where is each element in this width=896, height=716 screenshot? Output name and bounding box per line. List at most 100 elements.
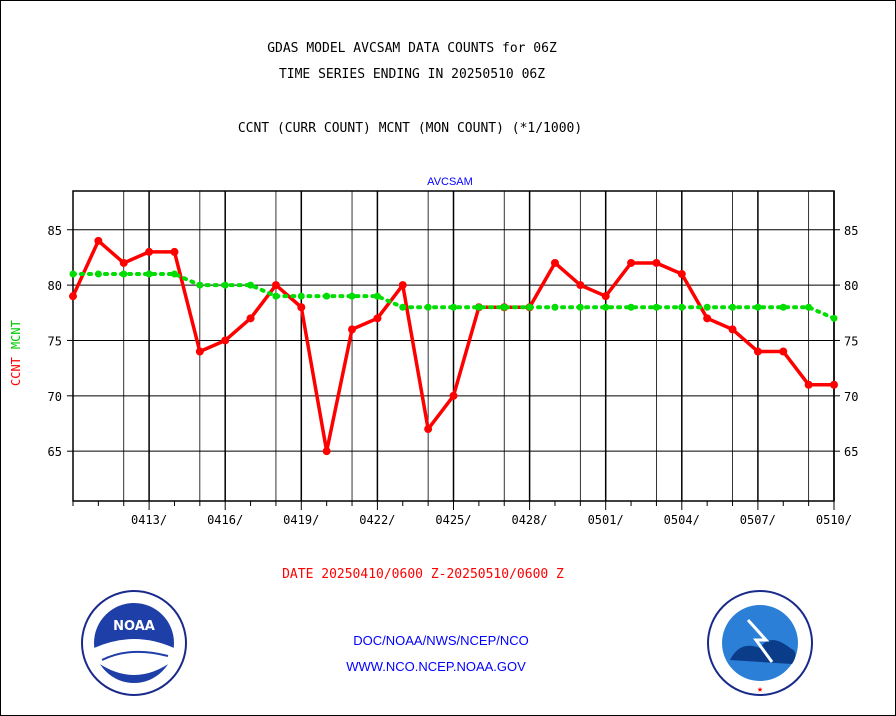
plot-title: AVCSAM [427,176,473,188]
data-point-ccnt [373,314,382,323]
data-point-ccnt [271,281,280,290]
data-point-mcnt [120,270,128,278]
y-tick-label-right: 70 [844,390,858,404]
x-tick-label: 0504/ [664,513,700,527]
x-tick-label: 0413/ [131,513,167,527]
y-axis-label-mcnt: MCNT [9,320,23,349]
y-axis-label-ccnt: CCNT [9,357,23,386]
y-tick-label-left: 85 [48,224,62,238]
x-tick-label: 0422/ [359,513,395,527]
data-point-mcnt [602,303,610,311]
data-point-mcnt [450,303,457,311]
data-point-ccnt [69,292,77,301]
y-tick-label-left: 75 [48,334,62,348]
data-point-mcnt [805,303,813,311]
data-point-mcnt [754,303,762,311]
data-point-ccnt [297,303,306,312]
data-point-ccnt [550,258,559,267]
data-point-ccnt [576,281,585,290]
data-point-mcnt [475,303,483,311]
series-ccnt [69,236,838,456]
x-tick-label: 0419/ [283,513,319,527]
data-point-mcnt [399,303,407,311]
data-point-mcnt [196,281,204,289]
data-point-mcnt [145,270,153,278]
data-point-ccnt [830,380,838,389]
data-point-ccnt [627,258,636,267]
data-point-mcnt [424,303,432,311]
data-point-ccnt [94,236,103,245]
series-layer [69,236,838,456]
data-point-mcnt [348,292,356,300]
data-point-ccnt [322,447,331,456]
data-point-mcnt [170,270,178,278]
data-point-mcnt [551,303,559,311]
axes-layer: 65 65 70 70 75 75 80 80 85 85 0413/0416/0419/0422/… [48,190,858,527]
data-point-ccnt [119,258,128,267]
data-point-ccnt [779,347,788,356]
y-tick-label-right: 65 [844,445,858,459]
data-point-ccnt [221,336,230,345]
data-point-mcnt [652,303,660,311]
nws-logo: ★ [707,590,813,696]
url-line: WWW.NCO.NCEP.NOAA.GOV [346,659,526,674]
data-point-mcnt [526,303,534,311]
data-point-ccnt [804,380,813,389]
data-point-mcnt [830,314,838,322]
data-point-ccnt [398,281,407,290]
plot-border [72,190,835,502]
star-icon: ★ [757,684,763,695]
data-point-ccnt [703,314,712,323]
chart-title-line1: GDAS MODEL AVCSAM DATA COUNTS for 06Z [267,41,557,56]
data-point-ccnt [449,391,458,400]
data-point-ccnt [195,347,204,356]
noaa-logo: NOAA [81,590,187,696]
data-point-mcnt [94,270,102,278]
y-tick-label-left: 70 [48,390,62,404]
x-tick-label: 0510/ [816,513,852,527]
y-tick-label-right: 75 [844,334,858,348]
y-tick-label-right: 85 [844,224,858,238]
data-point-ccnt [246,314,255,323]
data-point-mcnt [323,292,331,300]
date-range-label: DATE 20250410/0600 Z-20250510/0600 Z [282,567,564,582]
data-point-mcnt [297,292,305,300]
grid-layer [73,191,835,501]
data-point-ccnt [652,258,661,267]
data-point-ccnt [348,325,357,334]
data-point-mcnt [272,292,280,300]
data-point-mcnt [576,303,584,311]
noaa-logo-text: NOAA [113,619,155,634]
data-point-ccnt [677,270,686,279]
y-tick-label-right: 80 [844,279,858,293]
y-tick-label-left: 80 [48,279,62,293]
y-axis-label: CCNT MCNT [9,320,23,386]
x-tick-label: 0416/ [207,513,243,527]
data-point-ccnt [601,292,610,301]
data-point-ccnt [728,325,737,334]
org-line: DOC/NOAA/NWS/NCEP/NCO [353,633,529,648]
data-point-mcnt [703,303,711,311]
data-point-mcnt [373,292,381,300]
series-mcnt [69,270,838,322]
x-tick-label: 0501/ [588,513,624,527]
data-point-ccnt [424,425,433,434]
x-tick-label: 0425/ [435,513,471,527]
data-point-ccnt [145,247,154,256]
data-point-mcnt [69,270,77,278]
data-point-mcnt [500,303,508,311]
data-point-mcnt [221,281,229,289]
x-tick-label: 0428/ [511,513,547,527]
y-tick-label-left: 65 [48,445,62,459]
chart-subtitle: CCNT (CURR COUNT) MCNT (MON COUNT) (*1/1… [238,121,582,136]
data-point-mcnt [678,303,686,311]
data-point-mcnt [247,281,255,289]
data-point-mcnt [779,303,787,311]
x-tick-label: 0507/ [740,513,776,527]
data-point-ccnt [170,247,179,256]
data-point-ccnt [753,347,762,356]
data-point-mcnt [729,303,737,311]
chart-title-line2: TIME SERIES ENDING IN 20250510 06Z [279,67,545,82]
data-point-mcnt [627,303,635,311]
